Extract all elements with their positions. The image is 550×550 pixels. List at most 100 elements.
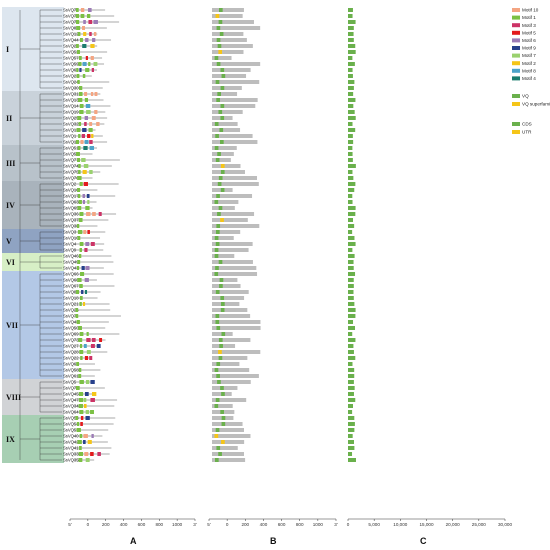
vq-domain <box>217 92 221 96</box>
legend-label: Motif 6 <box>522 38 536 43</box>
motif-box <box>77 116 82 120</box>
axis-c-tick-label: 5,000 <box>368 522 380 527</box>
protein-bar <box>212 356 248 360</box>
motif-box <box>78 218 83 222</box>
gene-label: SsVQ7 <box>63 314 77 319</box>
gene-label: SsVQ18 <box>63 296 79 301</box>
cds-block <box>348 410 353 414</box>
protein-bar <box>212 170 245 174</box>
cds-block <box>348 320 354 324</box>
gene-label: SsVQ72 <box>63 386 79 391</box>
gene-label: SsVQ8 <box>63 290 77 295</box>
axis-a-tick-label: 800 <box>155 522 163 527</box>
gene-label: SsVQ64 <box>63 410 79 415</box>
cds-block <box>348 146 353 150</box>
motif-box <box>78 200 82 204</box>
vq-domain <box>221 422 226 426</box>
motif-box <box>84 116 89 120</box>
motif-box <box>88 20 93 24</box>
motif-box <box>79 104 84 108</box>
cds-block <box>348 38 354 42</box>
vq-domain <box>220 104 225 108</box>
protein-bar <box>212 428 244 432</box>
motif-box <box>92 38 96 42</box>
cds-block <box>348 140 354 144</box>
group-label: V <box>6 237 12 246</box>
motif-box <box>80 422 83 426</box>
vq-domain <box>220 218 224 222</box>
motif-box <box>94 110 98 114</box>
vq-domain <box>221 392 225 396</box>
legend-swatch <box>512 102 520 106</box>
motif-box <box>89 170 93 174</box>
motif-box <box>78 404 83 408</box>
legend-label: UTR <box>522 130 532 135</box>
vq-domain <box>218 452 222 456</box>
vq-domain <box>220 164 225 168</box>
vq-domain <box>220 188 225 192</box>
vq-domain <box>214 122 219 126</box>
axis-c-tick-label: 20,000 <box>446 522 460 527</box>
vq-domain <box>221 332 226 336</box>
motif-box <box>79 302 82 306</box>
motif-box <box>78 446 82 450</box>
vq-domain <box>218 50 223 54</box>
motif-box <box>87 134 91 138</box>
axis-b-tick-label: 5' <box>207 522 211 527</box>
motif-box <box>84 356 89 360</box>
protein-bar <box>212 320 261 324</box>
cds-block <box>348 380 354 384</box>
gene-label: SsVQ43 <box>63 266 79 271</box>
cds-block <box>348 122 353 126</box>
motif-box <box>79 242 84 246</box>
legend-swatch <box>512 30 520 35</box>
gene-label: SsVQ50 <box>63 326 79 331</box>
vq-domain <box>220 170 225 174</box>
motif-box <box>85 266 90 270</box>
motif-box <box>84 122 87 126</box>
gene-label: SsVQ33 <box>63 452 79 457</box>
gene-label: SsVQ22 <box>63 356 79 361</box>
motif-box <box>79 350 84 354</box>
motif-box <box>90 398 95 402</box>
protein-bar <box>212 236 234 240</box>
motif-box <box>79 248 82 252</box>
motif-box <box>84 98 88 102</box>
vq-domain <box>214 458 219 462</box>
vq-domain <box>215 266 219 270</box>
cds-block <box>348 368 355 372</box>
legend-swatch <box>512 76 520 81</box>
motif-box <box>82 62 87 66</box>
motif-box <box>77 158 81 162</box>
panel-b-domains <box>212 8 261 462</box>
motif-box <box>85 68 90 72</box>
motif-box <box>86 110 91 114</box>
gene-label: SsVQ3 <box>63 230 77 235</box>
motif-box <box>79 380 84 384</box>
motif-box <box>75 14 80 18</box>
protein-bar <box>212 134 253 138</box>
motif-box <box>79 38 83 42</box>
motif-box <box>85 38 89 42</box>
motif-box <box>81 134 86 138</box>
motif-box <box>90 56 94 60</box>
group-label: VII <box>6 321 18 330</box>
vq-domain <box>219 344 223 348</box>
vq-domain <box>214 56 219 60</box>
vq-domain <box>215 290 220 294</box>
motif-box <box>78 254 82 258</box>
protein-bar <box>212 200 239 204</box>
axis-c-tick-label: 10,000 <box>393 522 407 527</box>
gene-label: SsVQ24 <box>63 80 79 85</box>
vq-domain <box>217 152 221 156</box>
motif-box <box>79 110 84 114</box>
motif-box <box>84 392 89 396</box>
motif-box <box>91 116 96 120</box>
vq-domain <box>218 110 223 114</box>
protein-bar <box>212 230 241 234</box>
protein-bar <box>212 374 259 378</box>
motif-box <box>86 194 90 198</box>
axis-c-tick-label: 0 <box>347 522 350 527</box>
vq-domain <box>215 320 220 324</box>
motif-box <box>81 266 85 270</box>
